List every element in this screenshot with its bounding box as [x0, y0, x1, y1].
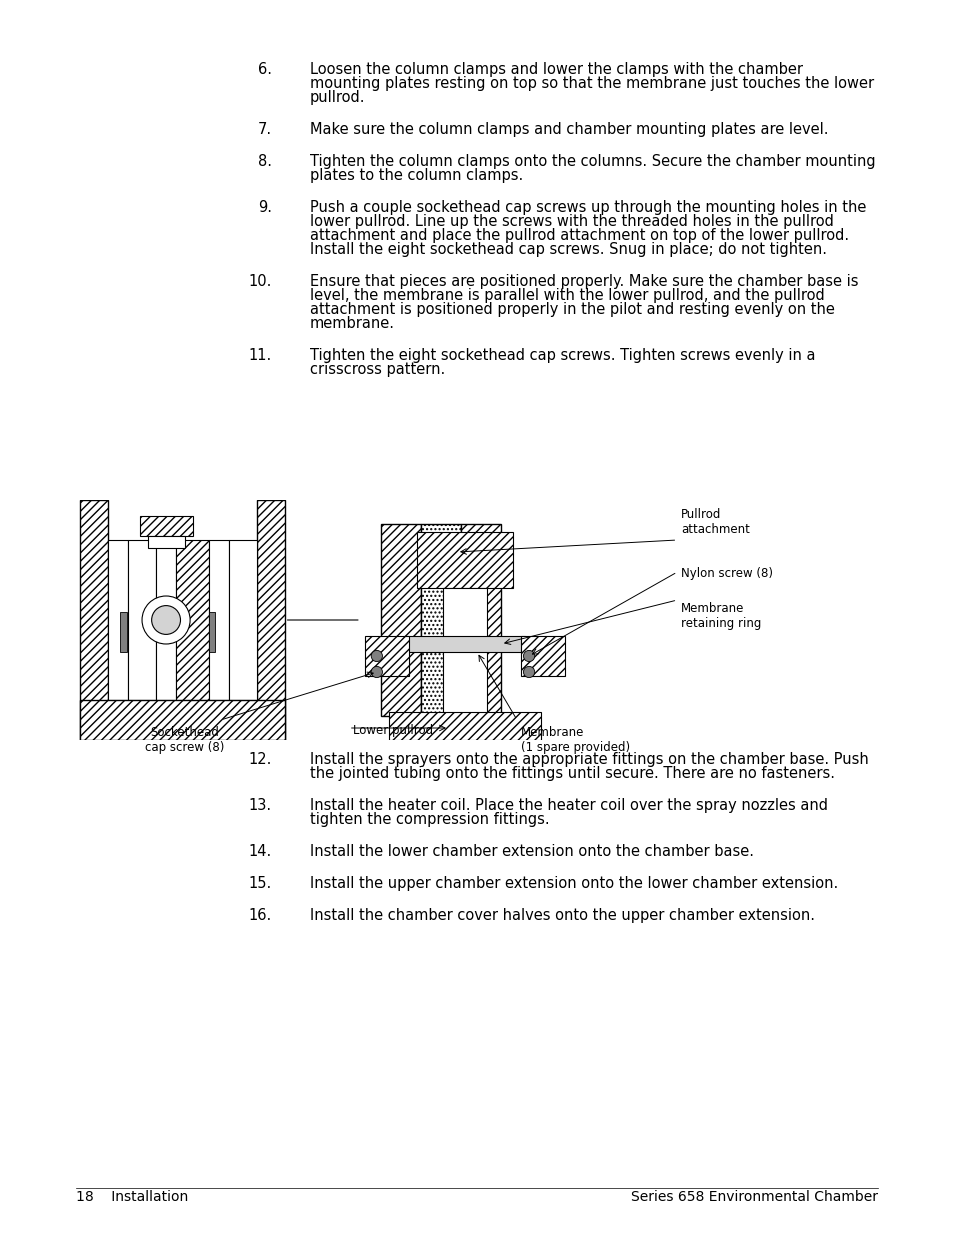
Text: Install the heater coil. Place the heater coil over the spray nozzles and: Install the heater coil. Place the heate… [310, 798, 827, 813]
Text: Series 658 Environmental Chamber: Series 658 Environmental Chamber [630, 1191, 877, 1204]
Text: Install the chamber cover halves onto the upper chamber extension.: Install the chamber cover halves onto th… [310, 908, 814, 923]
Text: 9.: 9. [257, 200, 272, 215]
Bar [229, 540, 256, 700]
Bar [80, 500, 109, 740]
Bar [80, 700, 284, 740]
Text: 8.: 8. [257, 154, 272, 169]
Bar [120, 613, 127, 652]
Text: attachment and place the pullrod attachment on top of the lower pullrod.: attachment and place the pullrod attachm… [310, 228, 848, 243]
Text: 16.: 16. [249, 908, 272, 923]
Circle shape [523, 667, 534, 678]
Text: attachment is positioned properly in the pilot and resting evenly on the: attachment is positioned properly in the… [310, 303, 834, 317]
Text: Nylon screw (8): Nylon screw (8) [680, 567, 773, 580]
Text: Sockethead
cap screw (8): Sockethead cap screw (8) [145, 726, 224, 753]
Text: crisscross pattern.: crisscross pattern. [310, 362, 445, 377]
Bar [416, 532, 513, 588]
Text: mounting plates resting on top so that the membrane just touches the lower: mounting plates resting on top so that t… [310, 77, 873, 91]
Text: 6.: 6. [257, 62, 272, 77]
Bar [256, 500, 284, 740]
Text: 13.: 13. [249, 798, 272, 813]
Bar [209, 613, 214, 652]
Text: Membrane
(1 spare provided): Membrane (1 spare provided) [520, 726, 630, 753]
Bar [389, 713, 540, 740]
Bar [109, 540, 129, 700]
Bar [380, 524, 420, 716]
Bar [129, 540, 156, 700]
Text: Install the eight sockethead cap screws. Snug in place; do not tighten.: Install the eight sockethead cap screws.… [310, 242, 826, 257]
Text: 12.: 12. [248, 752, 272, 767]
Bar [443, 588, 487, 716]
Text: the jointed tubing onto the fittings until secure. There are no fasteners.: the jointed tubing onto the fittings unt… [310, 766, 834, 781]
Bar [140, 516, 193, 536]
Bar [149, 536, 184, 548]
Bar [156, 540, 176, 700]
Text: Loosen the column clamps and lower the clamps with the chamber: Loosen the column clamps and lower the c… [310, 62, 802, 77]
Text: Install the upper chamber extension onto the lower chamber extension.: Install the upper chamber extension onto… [310, 876, 838, 890]
Text: Install the lower chamber extension onto the chamber base.: Install the lower chamber extension onto… [310, 844, 753, 860]
Text: level, the membrane is parallel with the lower pullrod, and the pullrod: level, the membrane is parallel with the… [310, 288, 824, 303]
Text: 14.: 14. [249, 844, 272, 860]
Text: Make sure the column clamps and chamber mounting plates are level.: Make sure the column clamps and chamber … [310, 122, 828, 137]
Text: 10.: 10. [248, 274, 272, 289]
Text: Ensure that pieces are positioned properly. Make sure the chamber base is: Ensure that pieces are positioned proper… [310, 274, 858, 289]
Bar [209, 540, 229, 700]
Bar [364, 636, 409, 676]
Bar [404, 636, 524, 652]
Text: tighten the compression fittings.: tighten the compression fittings. [310, 811, 549, 827]
Text: Install the sprayers onto the appropriate fittings on the chamber base. Push: Install the sprayers onto the appropriat… [310, 752, 868, 767]
Circle shape [371, 651, 382, 662]
Text: plates to the column clamps.: plates to the column clamps. [310, 168, 523, 183]
Circle shape [152, 605, 180, 635]
Bar [520, 636, 564, 676]
Bar [420, 524, 460, 716]
Bar [176, 540, 209, 700]
Circle shape [142, 597, 190, 643]
Text: Membrane
retaining ring: Membrane retaining ring [680, 603, 760, 630]
Text: pullrod.: pullrod. [310, 90, 365, 105]
Text: membrane.: membrane. [310, 316, 395, 331]
Text: 18    Installation: 18 Installation [76, 1191, 189, 1204]
Text: Pullrod
attachment: Pullrod attachment [680, 508, 749, 536]
Text: Lower pullrod: Lower pullrod [353, 724, 433, 737]
Text: 15.: 15. [249, 876, 272, 890]
Bar [460, 524, 500, 716]
Circle shape [371, 667, 382, 678]
Text: Tighten the column clamps onto the columns. Secure the chamber mounting: Tighten the column clamps onto the colum… [310, 154, 875, 169]
Text: Push a couple sockethead cap screws up through the mounting holes in the: Push a couple sockethead cap screws up t… [310, 200, 865, 215]
Text: 7.: 7. [257, 122, 272, 137]
Text: Tighten the eight sockethead cap screws. Tighten screws evenly in a: Tighten the eight sockethead cap screws.… [310, 348, 815, 363]
Circle shape [523, 651, 534, 662]
Text: 11.: 11. [249, 348, 272, 363]
Text: lower pullrod. Line up the screws with the threaded holes in the pullrod: lower pullrod. Line up the screws with t… [310, 214, 833, 228]
